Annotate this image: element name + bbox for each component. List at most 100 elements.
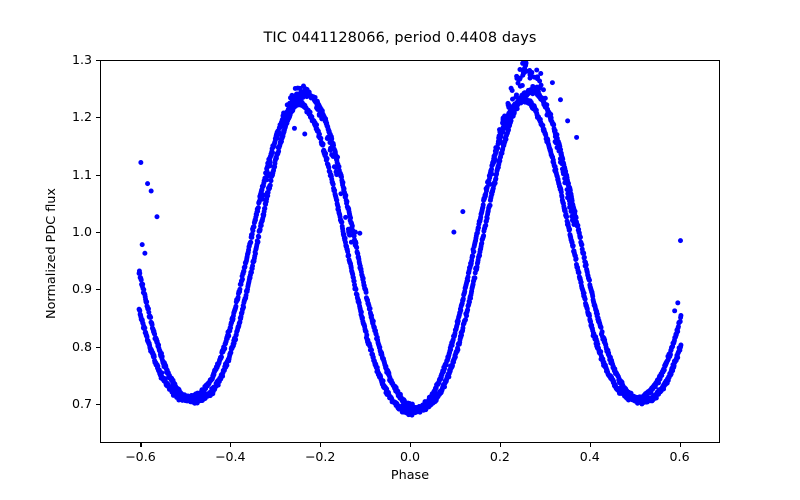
data-point — [464, 313, 470, 319]
data-point — [554, 145, 560, 151]
scatter-points-layer — [136, 61, 684, 418]
data-point — [248, 239, 254, 245]
data-point — [496, 133, 502, 139]
data-point — [351, 233, 357, 239]
data-point — [487, 181, 493, 187]
data-point — [237, 286, 243, 292]
data-point — [455, 318, 461, 324]
data-point — [598, 349, 604, 355]
data-point — [268, 178, 274, 184]
data-point — [334, 172, 340, 178]
data-point — [159, 354, 165, 360]
data-point — [243, 292, 249, 298]
data-point — [137, 270, 143, 276]
data-point — [338, 191, 344, 197]
data-point — [500, 117, 506, 123]
data-point — [239, 276, 245, 282]
data-point — [332, 187, 338, 193]
y-tick-mark — [96, 174, 100, 176]
data-point — [470, 253, 476, 259]
data-point — [276, 148, 282, 154]
data-point — [570, 218, 576, 224]
data-point — [451, 229, 457, 235]
chart-title: TIC 0441128066, period 0.4408 days — [263, 30, 537, 46]
data-point — [564, 187, 570, 193]
data-point — [308, 95, 314, 101]
data-point — [327, 140, 333, 146]
data-point — [551, 122, 557, 128]
data-point — [233, 303, 239, 309]
data-point — [267, 182, 273, 188]
data-point — [541, 101, 547, 107]
data-point — [545, 109, 551, 115]
data-point — [480, 202, 486, 208]
data-point — [574, 134, 580, 140]
data-point — [330, 181, 336, 187]
y-tick-label: 0.8 — [71, 338, 92, 354]
data-point — [137, 308, 143, 314]
data-point — [312, 94, 318, 100]
data-point — [493, 176, 499, 182]
data-point — [339, 219, 345, 225]
data-point — [218, 354, 224, 360]
data-point — [140, 281, 146, 287]
data-point — [540, 87, 546, 93]
data-point — [274, 135, 280, 141]
data-point — [443, 362, 449, 368]
data-point — [462, 317, 468, 323]
data-point — [330, 154, 336, 160]
data-point — [357, 230, 363, 236]
data-point — [222, 345, 228, 351]
data-point — [241, 268, 247, 274]
data-point — [510, 96, 516, 102]
data-point — [318, 135, 324, 141]
data-point — [363, 289, 369, 295]
x-tick-mark — [140, 443, 142, 447]
data-point — [581, 250, 587, 256]
x-tick-label: 0.4 — [579, 449, 600, 464]
data-point — [577, 234, 583, 240]
y-tick-mark — [96, 117, 100, 119]
data-point — [342, 235, 348, 241]
data-point — [562, 180, 568, 186]
data-point — [141, 287, 147, 293]
data-point — [314, 100, 320, 106]
data-point — [481, 233, 487, 239]
data-point — [226, 333, 232, 339]
data-point — [540, 122, 546, 128]
data-point — [159, 370, 165, 376]
x-tick-mark — [589, 443, 591, 447]
data-point — [269, 149, 275, 155]
data-point — [455, 347, 461, 353]
data-point — [142, 250, 148, 256]
data-point — [509, 87, 515, 93]
data-point — [491, 158, 497, 164]
data-point — [564, 214, 570, 220]
data-point — [538, 82, 544, 88]
data-point — [503, 136, 509, 142]
y-tick-label: 0.7 — [71, 396, 92, 411]
data-point — [139, 242, 145, 248]
data-point — [578, 279, 584, 285]
data-point — [517, 67, 523, 73]
data-point — [448, 347, 454, 353]
data-point — [255, 239, 261, 245]
data-point — [266, 163, 272, 169]
x-tick-mark — [320, 443, 322, 447]
data-point — [569, 213, 575, 219]
data-point — [677, 319, 683, 325]
data-point — [347, 232, 353, 238]
data-point — [250, 228, 256, 234]
data-point — [678, 312, 684, 318]
data-point — [678, 342, 684, 348]
data-point — [571, 222, 577, 227]
data-point — [515, 80, 521, 86]
data-point — [327, 147, 333, 153]
data-point — [145, 181, 151, 187]
data-point — [324, 136, 330, 142]
data-point — [252, 251, 258, 257]
x-tick-label: −0.6 — [125, 449, 156, 464]
data-point — [353, 286, 359, 292]
data-point — [493, 145, 499, 151]
data-point — [343, 214, 349, 220]
